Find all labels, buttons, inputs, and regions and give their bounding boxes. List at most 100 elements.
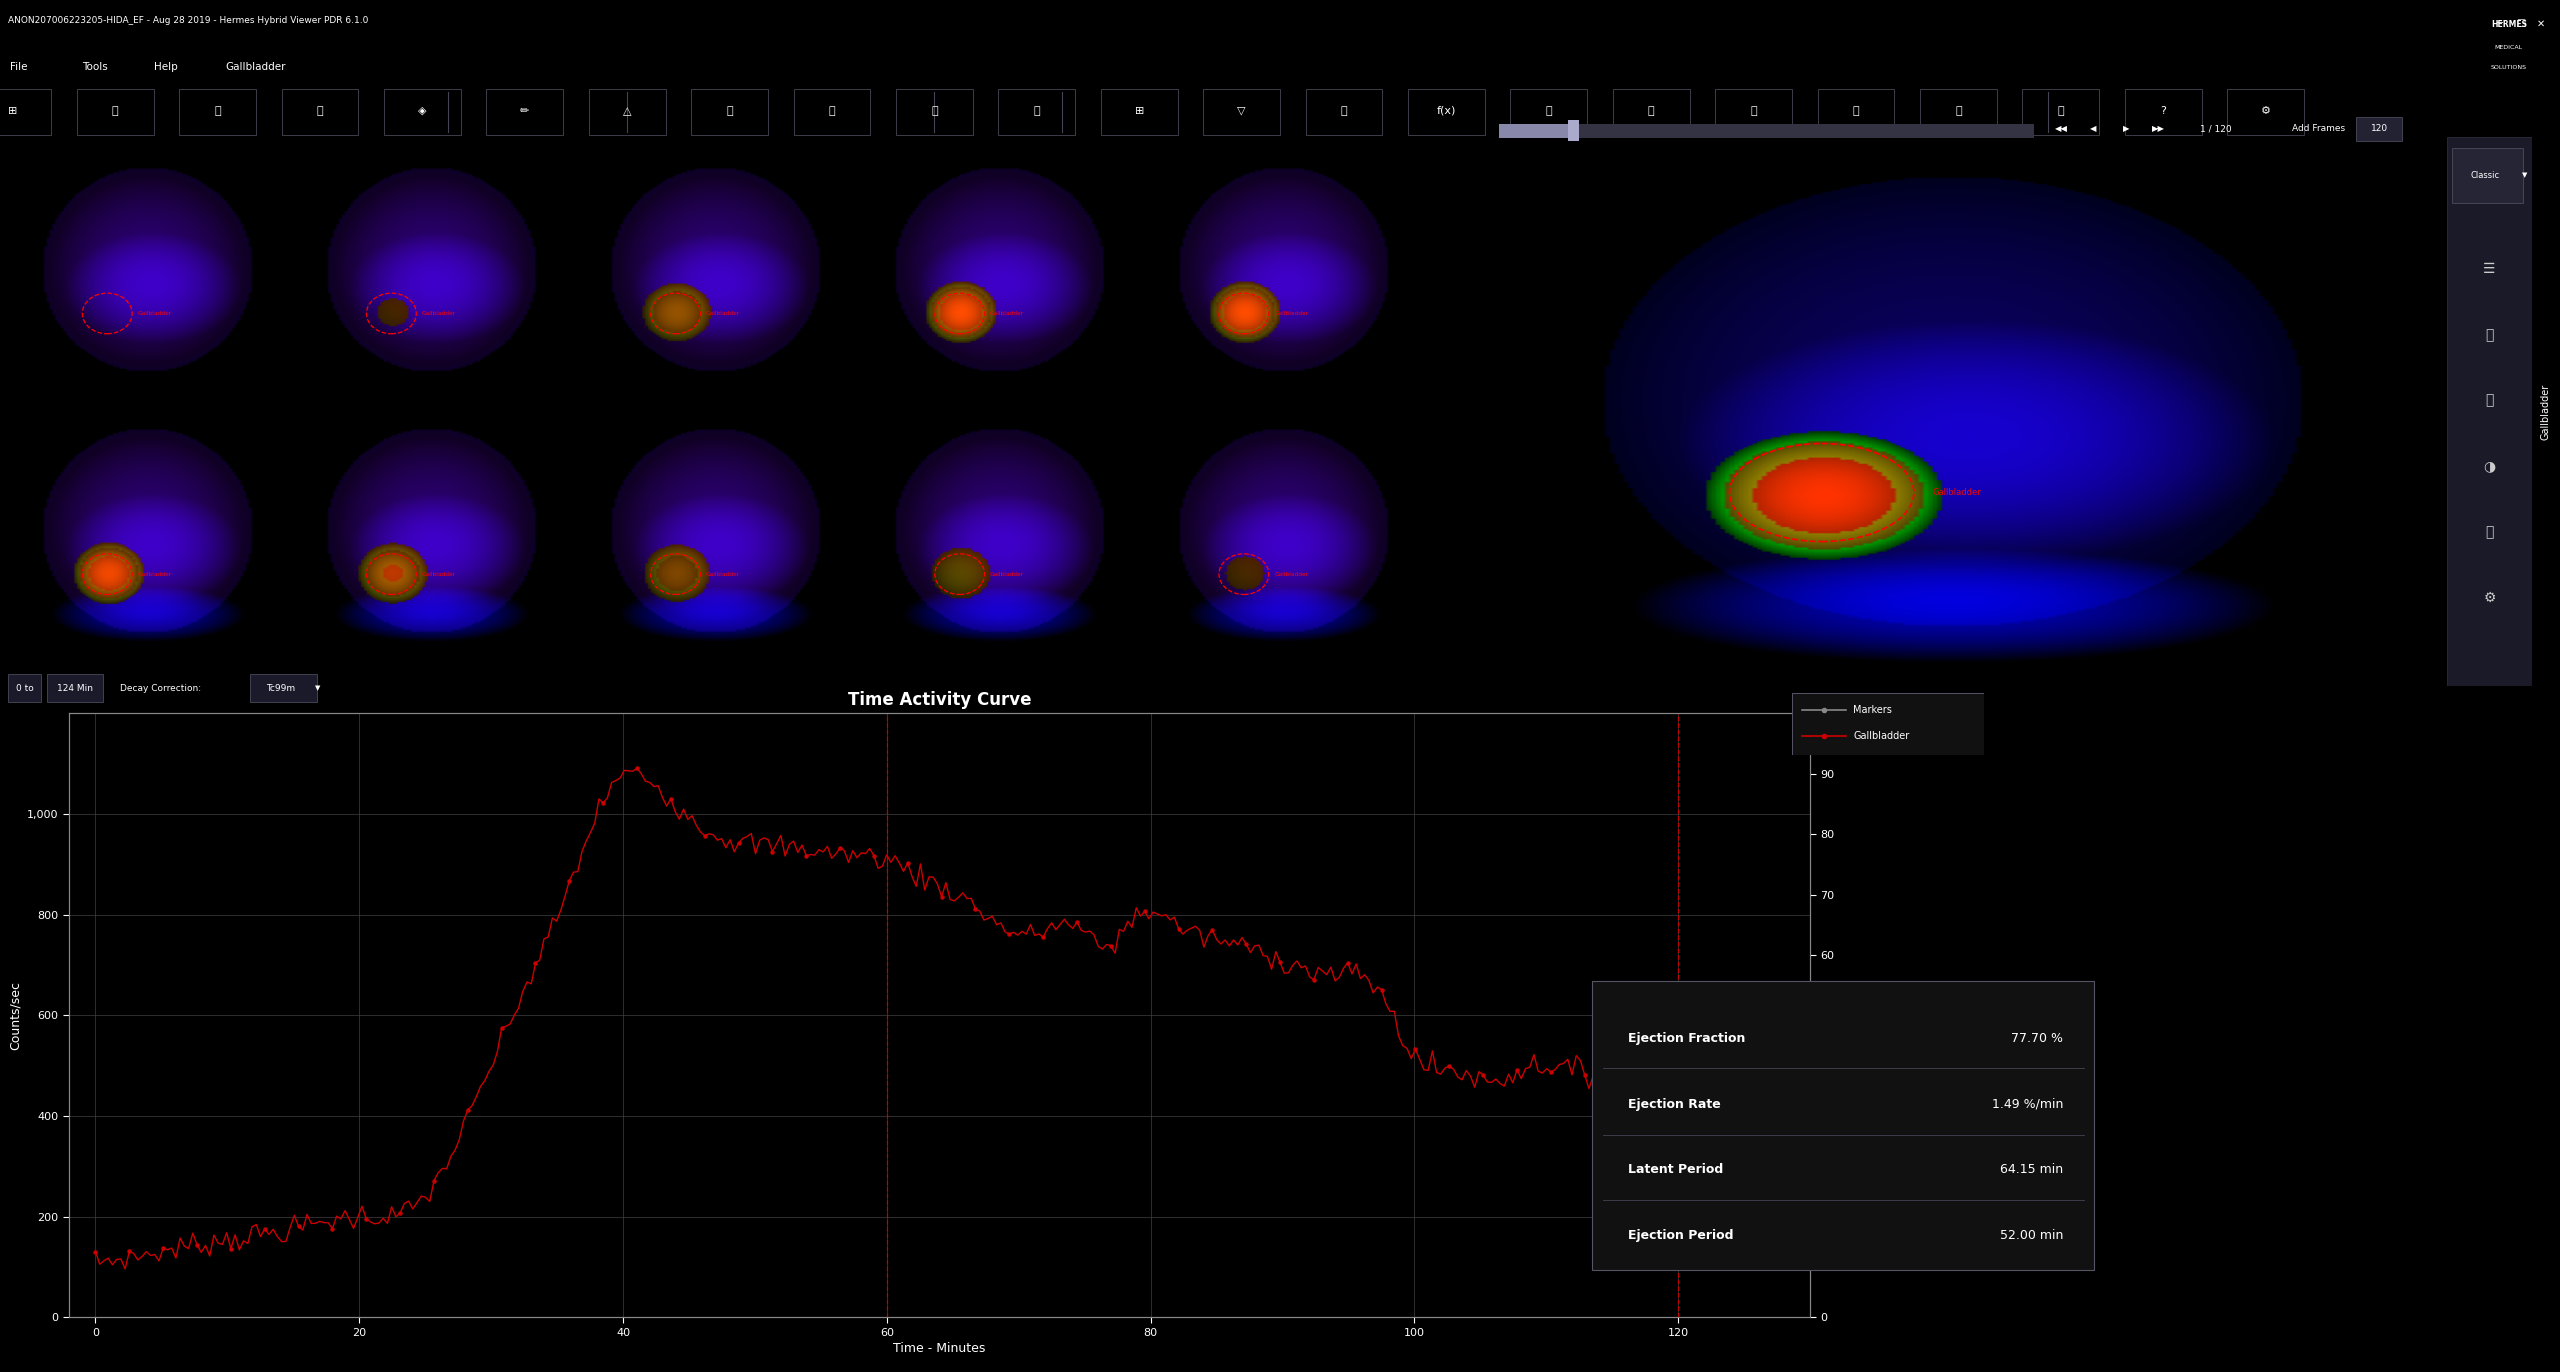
Text: ⬭: ⬭ [932,106,937,115]
Bar [1818,89,1894,134]
Text: MEDICAL: MEDICAL [2496,45,2522,49]
Text: Gallbladder: Gallbladder [2542,384,2550,439]
Text: Decay Correction:: Decay Correction: [120,683,202,693]
Bar [251,674,317,702]
Text: ▼: ▼ [315,685,320,691]
Text: ◑: ◑ [2483,460,2496,473]
Bar [589,89,666,134]
Text: 📄: 📄 [829,106,835,115]
Text: Gallbladder: Gallbladder [1853,731,1910,741]
Text: 🔍: 🔍 [215,106,220,115]
Text: 0 to: 0 to [15,683,33,693]
Text: 👤: 👤 [1956,106,1961,115]
Text: Classic: Classic [2470,172,2501,180]
Text: Gallbladder: Gallbladder [422,572,456,576]
Text: ▶▶: ▶▶ [2150,125,2166,133]
Bar [1569,119,1580,141]
Text: 52.00 min: 52.00 min [1999,1229,2063,1242]
Text: ⊞: ⊞ [8,106,18,115]
Text: Add Frames: Add Frames [2291,125,2345,133]
Bar [1203,89,1280,134]
Bar [1613,89,1690,134]
Text: 📈: 📈 [1341,106,1347,115]
Bar [8,674,41,702]
Bar [998,89,1075,134]
Bar [2022,89,2099,134]
Text: 120: 120 [2371,125,2388,133]
Text: ▽: ▽ [1236,106,1247,115]
Text: Gallbladder: Gallbladder [1275,572,1308,576]
Y-axis label: Counts/sec: Counts/sec [8,981,20,1050]
Text: ⊞: ⊞ [1134,106,1144,115]
Text: 🖥: 🖥 [1751,106,1756,115]
Bar [179,89,256,134]
Text: ✏: ✏ [520,106,530,115]
Y-axis label: EF (%): EF (%) [1846,995,1861,1036]
X-axis label: Time - Minutes: Time - Minutes [893,1342,986,1354]
Bar [896,89,973,134]
Text: Gallbladder: Gallbladder [707,572,740,576]
Text: ☰: ☰ [2483,262,2496,276]
Bar [384,89,461,134]
Text: Gallbladder: Gallbladder [707,311,740,316]
Text: 💡: 💡 [2058,106,2063,115]
Text: △: △ [622,106,632,115]
Text: ▼: ▼ [2522,173,2527,178]
Text: Ejection Period: Ejection Period [1628,1229,1733,1242]
Text: Tc99m: Tc99m [266,683,294,693]
Text: Gallbladder: Gallbladder [1275,311,1308,316]
Bar [1408,89,1485,134]
Text: ANON207006223205-HIDA_EF - Aug 28 2019 - Hermes Hybrid Viewer PDR 6.1.0: ANON207006223205-HIDA_EF - Aug 28 2019 -… [8,16,369,26]
Bar [1500,125,2033,139]
Text: 77.70 %: 77.70 % [2012,1032,2063,1045]
Bar [1500,125,1572,139]
Text: ?: ? [2161,106,2166,115]
Text: ⬭: ⬭ [2486,394,2493,407]
Bar [1306,89,1382,134]
Text: Ejection Rate: Ejection Rate [1628,1098,1720,1111]
Bar [794,89,870,134]
Bar [282,89,358,134]
Text: ⚙: ⚙ [2260,106,2271,115]
Text: ✋: ✋ [2486,328,2493,342]
Text: ✋: ✋ [317,106,323,115]
Bar [2452,148,2524,203]
Text: Latent Period: Latent Period [1628,1163,1723,1176]
Bar [1510,89,1587,134]
Text: ─: ─ [2496,18,2501,29]
Text: Markers: Markers [1853,705,1892,715]
Text: File: File [10,62,28,71]
Text: 📋: 📋 [1546,106,1551,115]
Text: SOLUTIONS: SOLUTIONS [2491,64,2527,70]
Text: Ejection Fraction: Ejection Fraction [1628,1032,1746,1045]
Title: Time Activity Curve: Time Activity Curve [847,691,1032,709]
Text: □: □ [2516,18,2527,29]
Text: Gallbladder: Gallbladder [138,311,172,316]
Bar [486,89,563,134]
Text: 124 Min: 124 Min [56,683,92,693]
Text: 📝: 📝 [727,106,732,115]
Text: f(x): f(x) [1436,106,1457,115]
Text: ✕: ✕ [2537,18,2545,29]
Text: 1 / 120: 1 / 120 [2199,125,2232,133]
Text: Gallbladder: Gallbladder [422,311,456,316]
Text: Gallbladder: Gallbladder [1933,488,1981,497]
Bar [0,89,51,134]
Text: ⬭: ⬭ [1034,106,1039,115]
Text: Gallbladder: Gallbladder [138,572,172,576]
Text: HERMES: HERMES [2491,19,2527,29]
Bar [1715,89,1792,134]
Text: 64.15 min: 64.15 min [1999,1163,2063,1176]
Text: 📍: 📍 [1853,106,1859,115]
Text: ⚙: ⚙ [2483,591,2496,605]
Text: ◀◀: ◀◀ [2056,125,2068,133]
Text: ◈: ◈ [417,106,428,115]
Bar [1920,89,1997,134]
Text: Gallbladder: Gallbladder [225,62,287,71]
Bar [691,89,768,134]
Bar [46,674,102,702]
Text: Tools: Tools [82,62,108,71]
Text: Help: Help [154,62,177,71]
Text: Gallbladder: Gallbladder [991,572,1024,576]
Bar [77,89,154,134]
